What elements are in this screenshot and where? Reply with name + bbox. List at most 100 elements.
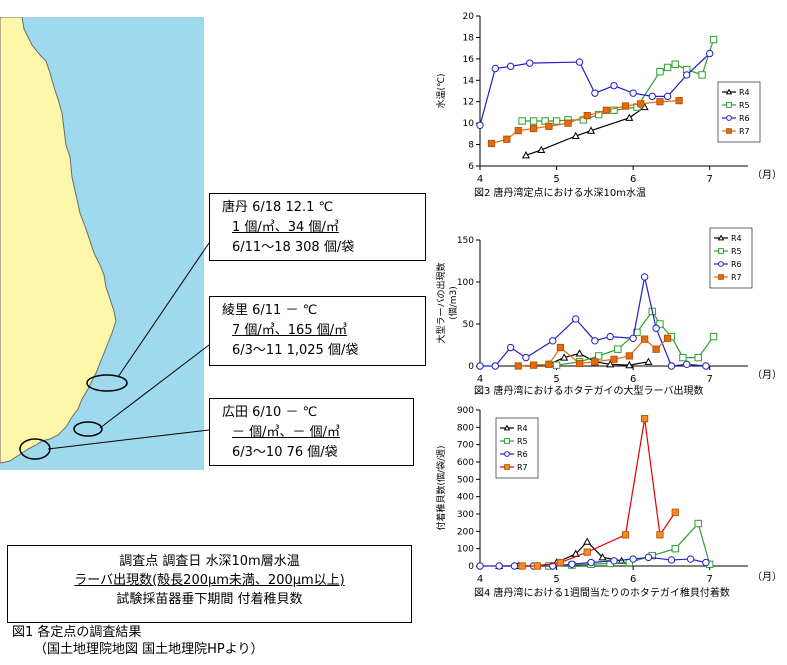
data-point-r7 xyxy=(514,362,522,370)
legend-label-r5: R5 xyxy=(731,247,742,256)
data-point-r7 xyxy=(652,345,660,353)
data-point-r7 xyxy=(591,358,599,366)
y-tick-label: 150 xyxy=(457,236,474,246)
data-point-r7 xyxy=(583,548,591,556)
y-tick-label: 700 xyxy=(457,441,474,451)
data-point-r7 xyxy=(556,343,564,352)
data-point-r5 xyxy=(552,361,561,369)
data-point-r6 xyxy=(506,62,515,71)
y-tick-label: 600 xyxy=(457,458,474,468)
x-axis-label: （月） xyxy=(752,369,780,381)
x-tick-label: 4 xyxy=(477,174,483,185)
y-tick-label: 400 xyxy=(457,493,474,503)
legend-label-r7: R7 xyxy=(517,463,528,472)
data-point-r7 xyxy=(564,119,572,127)
chart-water-temperature: 6 8 10 12 14 16 18 20 4 5 6 7 （月） 水温(℃) 図2 唐丹湾定点における水深… xyxy=(435,12,780,199)
data-point-r6 xyxy=(652,324,660,332)
data-point-r6 xyxy=(648,92,656,101)
data-point-r5 xyxy=(656,68,664,76)
legend-label-r5: R5 xyxy=(517,437,528,446)
data-point-r7 xyxy=(671,508,679,516)
y-tick-label: 10 xyxy=(463,119,475,129)
y-tick-label: 18 xyxy=(463,33,475,43)
legend-label-r6: R6 xyxy=(731,260,742,269)
station-spat-count: 6/3～11 1,025 個/袋 xyxy=(232,343,359,358)
data-point-r6 xyxy=(510,562,519,570)
data-point-r7 xyxy=(503,135,511,143)
data-point-r6 xyxy=(495,562,503,570)
data-point-r6 xyxy=(606,332,614,341)
data-point-r4 xyxy=(571,131,580,140)
legend-marker-r6 xyxy=(504,451,510,457)
chart-legend: R4 R5 R6 R7 xyxy=(717,81,761,143)
data-point-r7 xyxy=(656,531,664,539)
legend-label-r4: R4 xyxy=(731,234,742,243)
x-tick-label: 6 xyxy=(630,574,636,585)
data-point-r6 xyxy=(572,315,580,323)
data-point-r7 xyxy=(545,360,553,368)
data-point-r6 xyxy=(549,337,557,345)
legend-marker-r7 xyxy=(726,128,732,134)
legend-label-r5: R5 xyxy=(739,101,750,110)
data-point-r6 xyxy=(683,360,691,369)
y-tick-label: 0 xyxy=(468,562,474,572)
data-point-r6 xyxy=(610,81,618,90)
data-point-r7 xyxy=(556,558,564,567)
legend-marker-r5 xyxy=(726,102,732,108)
x-axis-label: （月） xyxy=(752,571,780,583)
data-point-r6 xyxy=(629,89,637,97)
legend-marker-r6 xyxy=(718,261,724,267)
station-marker-ryori[interactable] xyxy=(73,421,103,437)
legend-line-spat: 試験採苗器垂下期間 付着稚貝数 xyxy=(116,592,303,607)
map-legend-box: 調査点 調査日 水深10m層水温 ラーバ出現数(殻長200μm未満、200μm以… xyxy=(7,545,412,623)
data-point-r5 xyxy=(541,117,549,125)
legend-line-station: 調査点 調査日 水深10m層水温 xyxy=(119,554,300,569)
station-marker-toni[interactable] xyxy=(86,374,128,392)
data-point-r5 xyxy=(529,117,538,125)
data-point-r5 xyxy=(656,320,664,328)
x-tick-label: 6 xyxy=(630,374,636,385)
legend-label-r7: R7 xyxy=(731,273,742,282)
legend-marker-r7 xyxy=(718,274,724,280)
data-point-r5 xyxy=(671,544,679,553)
data-point-r6 xyxy=(476,562,484,570)
data-point-r6 xyxy=(476,121,484,129)
data-point-r5 xyxy=(610,106,618,114)
legend-marker-r4 xyxy=(503,424,511,431)
data-point-r6 xyxy=(491,362,500,370)
legend-label-r4: R4 xyxy=(517,424,528,433)
data-point-r4 xyxy=(606,360,615,368)
data-point-r7 xyxy=(530,124,538,133)
data-point-r6 xyxy=(491,64,500,73)
y-tick-label: 200 xyxy=(457,527,474,537)
figure1-source: （国土地理院地図 国土地理院HPより） xyxy=(34,642,264,657)
chart-caption: 図4 唐丹湾における1週間当たりのホタテガイ稚貝付着数 xyxy=(474,586,730,599)
data-point-r7 xyxy=(641,415,649,423)
data-point-r6 xyxy=(640,273,649,281)
data-point-r7 xyxy=(641,335,649,343)
data-point-r4 xyxy=(537,145,546,153)
data-point-r4 xyxy=(625,360,634,369)
data-point-r6 xyxy=(587,558,595,567)
data-point-r5 xyxy=(679,353,687,362)
series-line-r7 xyxy=(522,418,676,567)
data-point-r4 xyxy=(644,357,653,365)
station-box-toni: 唐丹 6/18 12.1 ℃ 1 個/㎥、34 個/㎥ 6/11～18 308 … xyxy=(209,193,426,261)
station-name-date-temp: 広田 6/10 － ℃ xyxy=(222,405,318,420)
figure1-title: 図1 各定点の調査結果 xyxy=(12,625,142,640)
data-point-r7 xyxy=(602,106,610,114)
y-tick-label: 100 xyxy=(457,278,474,288)
data-point-r4 xyxy=(625,113,634,121)
y-tick-label: 16 xyxy=(463,55,475,65)
station-larvae-count: 7 個/㎥、165 個/㎥ xyxy=(232,323,348,338)
legend-label-r6: R6 xyxy=(517,450,528,459)
data-point-r6 xyxy=(476,362,484,370)
data-point-r6 xyxy=(686,555,695,563)
data-point-r7 xyxy=(514,127,522,135)
y-tick-label: 0 xyxy=(468,362,474,372)
station-larvae-count: － 個/㎥、－ 個/㎥ xyxy=(232,425,341,440)
data-point-r6 xyxy=(667,362,676,370)
data-point-r7 xyxy=(625,352,633,360)
data-point-r7 xyxy=(533,562,542,570)
